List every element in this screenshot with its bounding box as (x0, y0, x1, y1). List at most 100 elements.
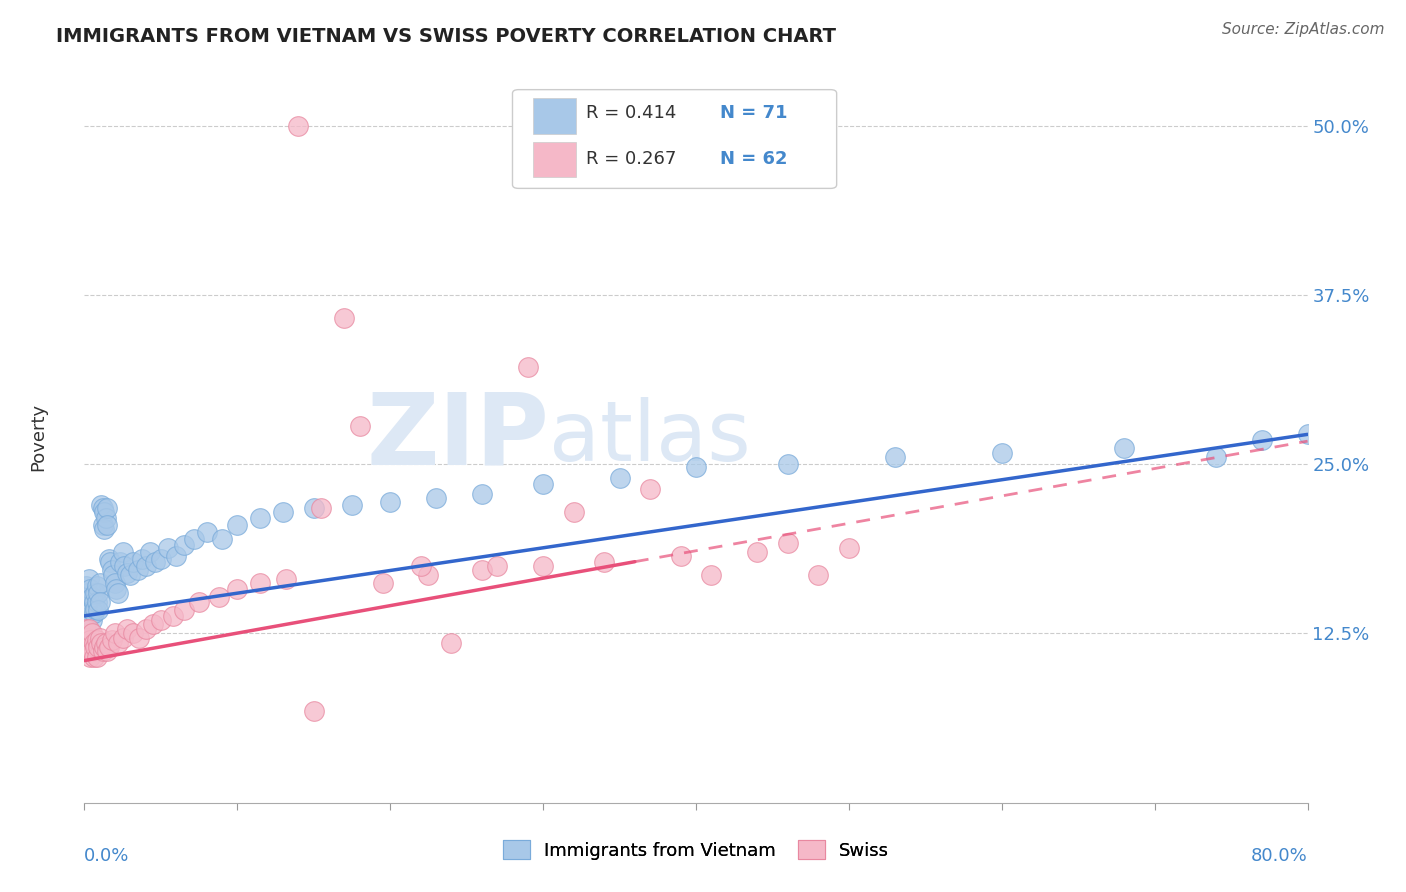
Point (76, 631, 98, 645)
Point (115, 566, 138, 580)
Point (93, 522, 115, 536)
Point (108, 555, 131, 569)
Point (333, 310, 356, 325)
Point (531, 558, 554, 573)
Text: R = 0.414: R = 0.414 (586, 104, 676, 122)
Point (93, 505, 115, 519)
Point (76, 644, 98, 658)
Point (84, 602, 107, 616)
Point (83, 649, 105, 664)
Point (143, 555, 166, 569)
Point (87, 640, 110, 654)
Point (83, 636, 105, 650)
Text: N = 71: N = 71 (720, 104, 787, 122)
Text: R = 0.267: R = 0.267 (586, 150, 676, 168)
Point (84, 586, 107, 600)
Text: 80.0%: 80.0% (1251, 847, 1308, 864)
Point (173, 538, 195, 552)
Point (80, 613, 103, 627)
Point (96, 518, 118, 533)
Point (94, 511, 117, 525)
Point (142, 617, 165, 632)
Point (340, 498, 363, 512)
Point (93, 640, 115, 654)
Point (807, 568, 830, 582)
Point (75, 579, 97, 593)
Point (128, 631, 150, 645)
Point (76, 599, 98, 614)
Point (77, 572, 100, 586)
Point (89, 595, 111, 609)
Point (80, 644, 103, 658)
Point (97, 552, 120, 566)
Point (80, 626, 103, 640)
Point (103, 568, 125, 582)
Point (90, 636, 112, 650)
Point (76, 586, 98, 600)
Point (87, 603, 110, 617)
Point (471, 563, 494, 577)
Point (83, 595, 105, 609)
Point (86, 633, 108, 648)
Point (371, 576, 394, 591)
Point (75, 636, 97, 650)
Point (86, 579, 108, 593)
Point (425, 491, 447, 505)
Point (80, 603, 103, 617)
FancyBboxPatch shape (533, 98, 576, 134)
Point (122, 555, 145, 569)
Point (87, 586, 110, 600)
Point (287, 119, 309, 133)
Point (111, 631, 134, 645)
Point (418, 568, 440, 582)
Point (776, 457, 799, 471)
Legend: Immigrants from Vietnam, Swiss: Immigrants from Vietnam, Swiss (495, 833, 897, 867)
Point (122, 626, 145, 640)
Point (311, 500, 333, 515)
Point (173, 603, 195, 617)
Point (91, 500, 114, 515)
Point (276, 572, 298, 586)
Point (157, 541, 180, 556)
Point (302, 500, 325, 515)
Point (96, 644, 118, 658)
Point (77, 623, 100, 637)
Point (96, 500, 118, 515)
Point (562, 505, 585, 519)
Point (89, 631, 111, 645)
Point (471, 487, 494, 501)
Point (249, 576, 271, 591)
Point (79, 608, 101, 623)
Point (208, 590, 231, 604)
Text: 0.0%: 0.0% (84, 847, 129, 864)
Point (91, 644, 114, 658)
Point (112, 558, 135, 573)
Point (98, 555, 121, 569)
Point (302, 704, 325, 718)
Point (195, 524, 218, 539)
Text: IMMIGRANTS FROM VIETNAM VS SWISS POVERTY CORRELATION CHART: IMMIGRANTS FROM VIETNAM VS SWISS POVERTY… (56, 27, 837, 45)
Point (162, 608, 184, 623)
Point (747, 545, 769, 559)
Point (1250, 433, 1272, 447)
Y-axis label: Poverty: Poverty (30, 403, 48, 471)
Point (107, 586, 129, 600)
Point (77, 592, 100, 607)
FancyBboxPatch shape (513, 90, 837, 188)
Text: Source: ZipAtlas.com: Source: ZipAtlas.com (1222, 22, 1385, 37)
Point (593, 555, 616, 569)
Point (120, 568, 142, 582)
Point (127, 563, 149, 577)
Point (271, 505, 294, 519)
Text: ZIP: ZIP (367, 389, 550, 485)
Point (700, 568, 723, 582)
Point (115, 623, 138, 637)
Point (80, 590, 103, 604)
Point (84, 640, 107, 654)
Point (77, 640, 100, 654)
Point (531, 477, 554, 491)
Point (349, 419, 371, 434)
Point (440, 636, 463, 650)
Point (83, 606, 105, 620)
Point (90, 498, 112, 512)
